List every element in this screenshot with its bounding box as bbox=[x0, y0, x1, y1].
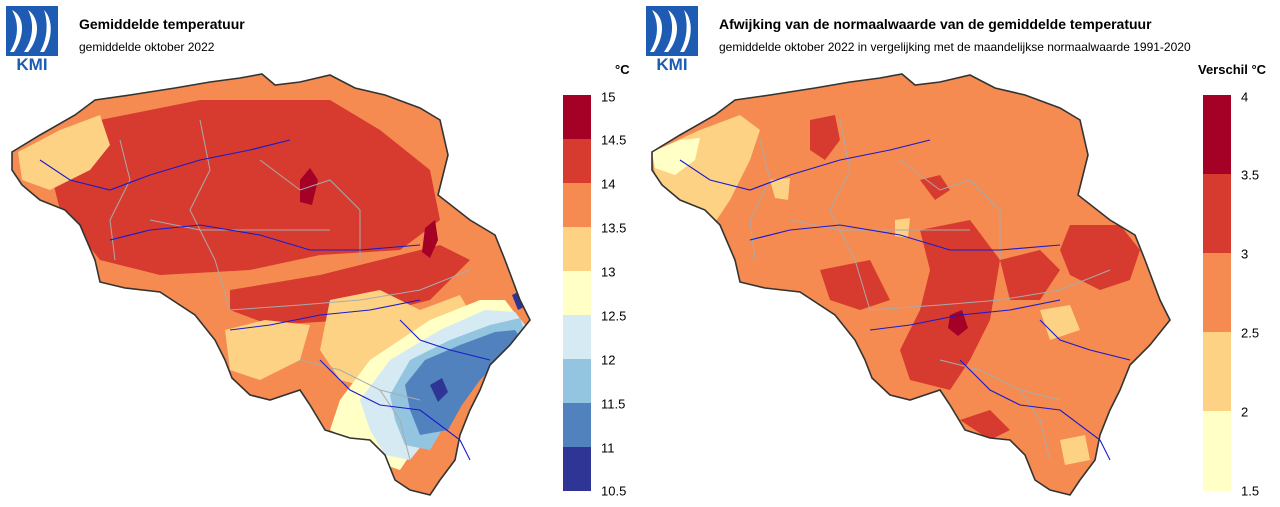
right-legend-band bbox=[1203, 174, 1231, 253]
left-legend-tick: 12.5 bbox=[601, 308, 627, 324]
left-legend-tick: 14.5 bbox=[601, 132, 627, 148]
left-legend-band bbox=[563, 359, 591, 403]
right-legend: 4 3.5 3 2.5 2 1.5 bbox=[1203, 90, 1273, 499]
left-legend-tick: 15 bbox=[601, 89, 616, 105]
right-legend-tick: 2 bbox=[1241, 404, 1249, 420]
right-legend-tick: 3.5 bbox=[1241, 167, 1260, 183]
left-subtitle: gemiddelde oktober 2022 bbox=[79, 40, 215, 54]
right-legend-tick: 2.5 bbox=[1241, 325, 1260, 341]
left-legend-band bbox=[563, 227, 591, 271]
left-legend-band bbox=[563, 271, 591, 315]
right-legend-band bbox=[1203, 411, 1231, 491]
left-legend-tick: 11.5 bbox=[601, 396, 626, 412]
left-map-fill bbox=[12, 74, 530, 495]
left-legend-tick: 11 bbox=[601, 440, 615, 456]
left-legend-band bbox=[563, 139, 591, 183]
right-unit-label: Verschil °C bbox=[1198, 62, 1267, 77]
left-panel: KMI Gemiddelde temperatuur gemiddelde ok… bbox=[6, 6, 633, 499]
right-legend-band bbox=[1203, 253, 1231, 332]
left-legend-band bbox=[563, 447, 591, 491]
left-map bbox=[11, 73, 531, 496]
right-map-rivers bbox=[679, 139, 1131, 461]
left-legend-tick: 10.5 bbox=[601, 483, 627, 499]
right-title: Afwijking van de normaalwaarde van de ge… bbox=[719, 16, 1152, 32]
left-legend-band bbox=[563, 183, 591, 227]
left-legend-band bbox=[563, 403, 591, 447]
left-unit-label: °C bbox=[615, 62, 630, 77]
kmi-logo: KMI bbox=[6, 6, 58, 72]
left-country-outline bbox=[11, 73, 531, 496]
right-legend-tick: 1.5 bbox=[1241, 483, 1260, 499]
left-legend-tick: 12 bbox=[601, 352, 616, 368]
left-legend: 15 14.5 14 13.5 13 12.5 12 11.5 11 10.5 bbox=[563, 90, 633, 499]
kmi-logo-text: KMI bbox=[656, 55, 687, 72]
left-legend-band bbox=[563, 315, 591, 359]
right-legend-band bbox=[1203, 332, 1231, 411]
left-legend-band bbox=[563, 95, 591, 139]
right-map-fill bbox=[652, 74, 1170, 495]
right-legend-tick: 4 bbox=[1241, 89, 1249, 105]
right-country-outline bbox=[651, 73, 1171, 496]
left-map-rivers bbox=[39, 139, 491, 461]
left-legend-tick: 13 bbox=[601, 264, 616, 280]
right-legend-band bbox=[1203, 95, 1231, 174]
kmi-logo: KMI bbox=[646, 6, 698, 72]
right-panel: KMI Afwijking van de normaalwaarde van d… bbox=[640, 0, 1280, 507]
left-map-borders bbox=[109, 119, 471, 461]
left-legend-tick: 14 bbox=[601, 176, 616, 192]
right-subtitle: gemiddelde oktober 2022 in vergelijking … bbox=[719, 40, 1191, 54]
left-legend-tick: 13.5 bbox=[601, 220, 627, 236]
left-title: Gemiddelde temperatuur bbox=[79, 16, 245, 32]
right-map bbox=[651, 73, 1171, 496]
right-legend-tick: 3 bbox=[1241, 246, 1249, 262]
kmi-logo-text: KMI bbox=[16, 55, 47, 72]
